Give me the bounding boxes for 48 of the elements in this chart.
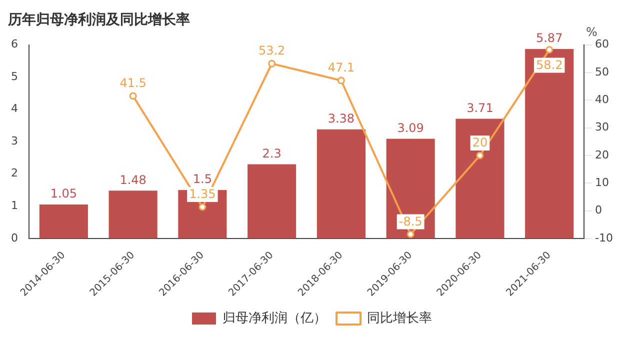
- y-tick-label: 2: [11, 166, 18, 180]
- data-label: 3.71: [466, 100, 494, 115]
- y2-tick-label: 40: [595, 92, 610, 106]
- data-label: 2.3: [262, 146, 282, 160]
- point: [268, 60, 276, 68]
- point: [476, 152, 484, 160]
- point: [406, 230, 414, 238]
- data-label: 1.05: [50, 186, 78, 201]
- data-label: -8.5: [398, 214, 422, 228]
- data-label: 1.35: [189, 187, 216, 202]
- y2-tick-label: 60: [595, 38, 610, 51]
- bar: [316, 129, 366, 238]
- bar: [248, 164, 296, 238]
- data-label: 20: [472, 136, 488, 150]
- legend-label: 归母净利润（亿）: [222, 310, 326, 326]
- data-label: 53.2: [258, 44, 286, 58]
- bar: [456, 118, 504, 238]
- data-label: 58.2: [536, 58, 563, 72]
- point: [129, 92, 137, 100]
- data-label: 1.5: [192, 172, 212, 186]
- bar: [39, 204, 88, 238]
- y-tick-label: 5: [11, 70, 18, 83]
- bar: [386, 138, 435, 238]
- data-label: 1.48: [120, 172, 146, 187]
- y2-axis-title: %: [586, 24, 598, 39]
- data-label: 47.1: [328, 60, 355, 75]
- y2-tick-label: 0: [595, 204, 602, 217]
- bar: [108, 190, 158, 238]
- y2-tick-label: 30: [595, 120, 610, 134]
- y2-tick-label: 50: [595, 65, 610, 78]
- legend-label: 同比增长率: [367, 310, 432, 326]
- chart-title: 历年归母净利润及同比增长率: [7, 11, 190, 28]
- y-tick-label: 6: [11, 38, 18, 51]
- y-tick-label: 4: [11, 102, 18, 116]
- point: [337, 76, 345, 84]
- y2-tick-label: -10: [595, 231, 613, 244]
- y-tick-label: 0: [11, 231, 18, 244]
- data-label: 3.09: [397, 120, 424, 135]
- y-tick-label: 3: [11, 134, 18, 148]
- y2-tick-label: 20: [595, 148, 610, 162]
- data-label: 3.38: [328, 111, 355, 126]
- y-tick-label: 1: [11, 199, 18, 212]
- point: [198, 203, 206, 211]
- data-label: 41.5: [120, 76, 146, 90]
- data-label: 5.87: [536, 31, 563, 46]
- point: [546, 46, 554, 54]
- bar: [525, 48, 574, 238]
- y2-tick-label: 10: [595, 176, 610, 189]
